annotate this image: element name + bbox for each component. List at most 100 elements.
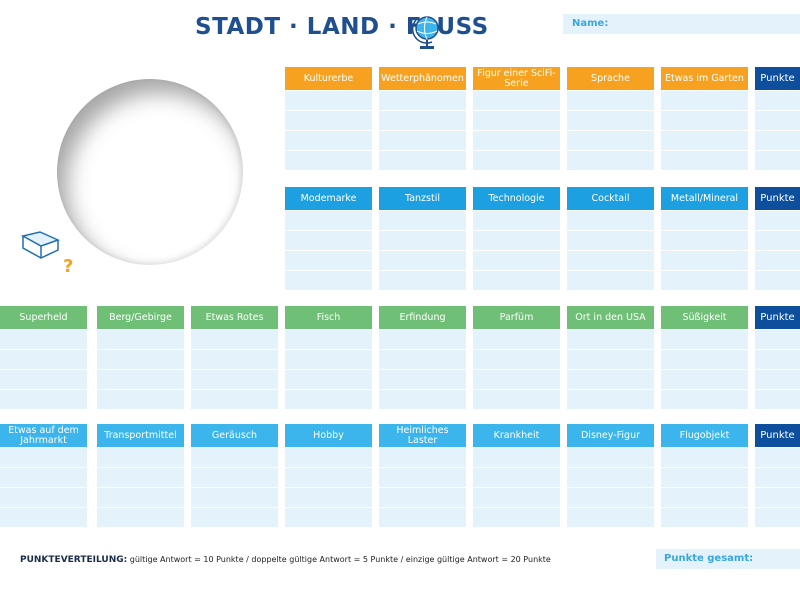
answer-cell[interactable] [379,111,466,130]
answer-cell[interactable] [473,468,560,487]
answer-cell[interactable] [661,370,748,389]
answer-cell[interactable] [755,111,800,130]
answer-cell[interactable] [661,131,748,150]
answer-cell[interactable] [661,488,748,507]
answer-cell[interactable] [567,231,654,250]
answer-cell[interactable] [755,271,800,290]
answer-cell[interactable] [285,91,372,110]
answer-cell[interactable] [755,448,800,467]
answer-cell[interactable] [285,448,372,467]
answer-cell[interactable] [285,251,372,270]
answer-cell[interactable] [473,211,560,230]
answer-cell[interactable] [755,211,800,230]
answer-cell[interactable] [473,390,560,409]
answer-cell[interactable] [191,330,278,349]
answer-cell[interactable] [191,468,278,487]
answer-cell[interactable] [473,91,560,110]
answer-cell[interactable] [661,448,748,467]
answer-cell[interactable] [661,390,748,409]
answer-cell[interactable] [97,448,184,467]
answer-cell[interactable] [191,488,278,507]
answer-cell[interactable] [567,488,654,507]
answer-cell[interactable] [379,211,466,230]
answer-cell[interactable] [191,350,278,369]
answer-cell[interactable] [473,488,560,507]
answer-cell[interactable] [755,231,800,250]
answer-cell[interactable] [473,151,560,170]
answer-cell[interactable] [755,330,800,349]
answer-cell[interactable] [567,370,654,389]
answer-cell[interactable] [191,448,278,467]
answer-cell[interactable] [661,251,748,270]
answer-cell[interactable] [97,488,184,507]
answer-cell[interactable] [285,468,372,487]
name-field[interactable] [563,14,800,34]
answer-cell[interactable] [97,508,184,527]
answer-cell[interactable] [567,330,654,349]
answer-cell[interactable] [379,488,466,507]
answer-cell[interactable] [755,508,800,527]
answer-cell[interactable] [285,350,372,369]
answer-cell[interactable] [379,448,466,467]
answer-cell[interactable] [0,370,87,389]
answer-cell[interactable] [285,370,372,389]
answer-cell[interactable] [473,131,560,150]
answer-cell[interactable] [661,151,748,170]
answer-cell[interactable] [379,271,466,290]
answer-cell[interactable] [567,350,654,369]
answer-cell[interactable] [755,91,800,110]
answer-cell[interactable] [191,370,278,389]
answer-cell[interactable] [567,448,654,467]
answer-cell[interactable] [661,468,748,487]
answer-cell[interactable] [285,111,372,130]
answer-cell[interactable] [473,111,560,130]
answer-cell[interactable] [661,508,748,527]
answer-cell[interactable] [379,508,466,527]
answer-cell[interactable] [0,350,87,369]
answer-cell[interactable] [755,131,800,150]
answer-cell[interactable] [379,468,466,487]
answer-cell[interactable] [567,131,654,150]
answer-cell[interactable] [379,151,466,170]
answer-cell[interactable] [285,390,372,409]
answer-cell[interactable] [97,390,184,409]
answer-cell[interactable] [755,370,800,389]
answer-cell[interactable] [473,271,560,290]
answer-cell[interactable] [191,508,278,527]
answer-cell[interactable] [285,131,372,150]
answer-cell[interactable] [379,330,466,349]
answer-cell[interactable] [755,468,800,487]
answer-cell[interactable] [567,468,654,487]
answer-cell[interactable] [473,350,560,369]
answer-cell[interactable] [567,111,654,130]
answer-cell[interactable] [285,231,372,250]
answer-cell[interactable] [661,111,748,130]
answer-cell[interactable] [473,231,560,250]
answer-cell[interactable] [661,231,748,250]
answer-cell[interactable] [567,508,654,527]
answer-cell[interactable] [0,448,87,467]
answer-cell[interactable] [0,508,87,527]
answer-cell[interactable] [567,211,654,230]
answer-cell[interactable] [661,330,748,349]
answer-cell[interactable] [755,251,800,270]
answer-cell[interactable] [567,91,654,110]
answer-cell[interactable] [379,390,466,409]
answer-cell[interactable] [755,488,800,507]
answer-cell[interactable] [567,151,654,170]
answer-cell[interactable] [661,91,748,110]
answer-cell[interactable] [379,131,466,150]
answer-cell[interactable] [473,448,560,467]
answer-cell[interactable] [567,251,654,270]
answer-cell[interactable] [473,251,560,270]
answer-cell[interactable] [473,370,560,389]
answer-cell[interactable] [285,151,372,170]
answer-cell[interactable] [97,370,184,389]
answer-cell[interactable] [285,488,372,507]
answer-cell[interactable] [567,271,654,290]
answer-cell[interactable] [567,390,654,409]
answer-cell[interactable] [755,390,800,409]
answer-cell[interactable] [285,330,372,349]
answer-cell[interactable] [661,271,748,290]
answer-cell[interactable] [191,390,278,409]
